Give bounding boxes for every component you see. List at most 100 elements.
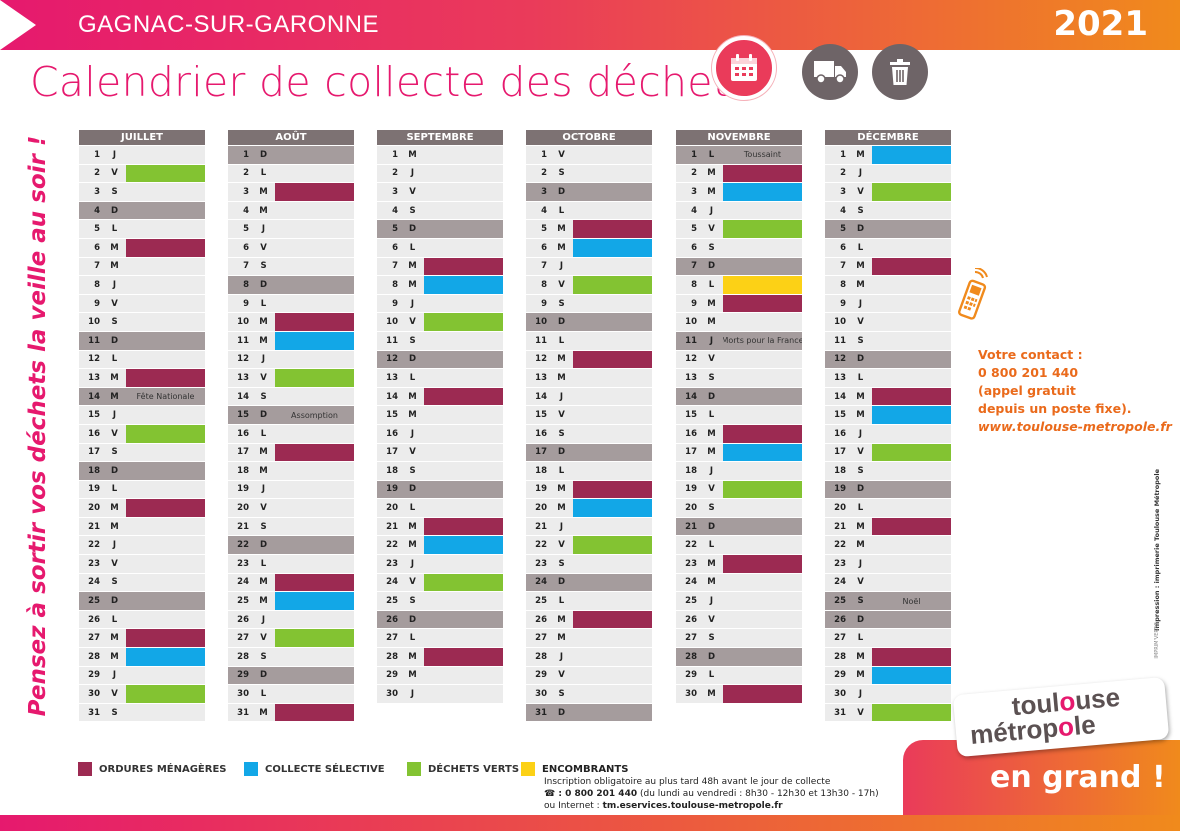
day-number: 24 (228, 573, 252, 592)
day-row: 15 J (79, 406, 205, 424)
day-row: 10 M (228, 313, 354, 331)
day-number: 11 (825, 331, 849, 350)
day-cell (275, 238, 354, 257)
day-number: 4 (676, 201, 700, 220)
day-letter: M (103, 387, 126, 406)
day-letter: M (700, 294, 723, 313)
day-number: 12 (676, 350, 700, 369)
town-name: GAGNAC-SUR-GARONNE (78, 11, 380, 38)
day-cell (573, 517, 652, 536)
day-number: 11 (676, 331, 700, 350)
day-letter: M (252, 462, 275, 480)
contact-url[interactable]: www.toulouse-metropole.fr (978, 419, 1172, 434)
month-column: JUILLET 1 J 2 V 3 S 4 D 5 L 6 M 7 M 8 J 9 V 10 S 11 D 12 L 13 M 14 M… (79, 130, 205, 722)
collection-cs (573, 499, 652, 517)
day-letter: D (401, 350, 424, 369)
day-cell (126, 146, 205, 164)
day-number: 18 (228, 462, 252, 480)
day-letter: L (103, 350, 126, 369)
day-letter: S (550, 164, 573, 183)
day-number: 20 (79, 499, 103, 517)
day-number: 2 (825, 164, 849, 183)
day-row: 28 M (377, 648, 503, 666)
day-row: 23 J (825, 555, 951, 573)
day-letter: M (103, 238, 126, 257)
day-number: 30 (676, 685, 700, 703)
day-cell (275, 499, 354, 517)
day-letter: L (103, 610, 126, 629)
day-number: 18 (377, 462, 401, 480)
day-row: 18 M (228, 462, 354, 480)
day-cell (126, 610, 205, 629)
day-letter: V (103, 294, 126, 313)
day-number: 12 (228, 350, 252, 369)
day-cell (573, 592, 652, 610)
brand-corner (903, 740, 1180, 818)
day-row: 19 L (79, 480, 205, 499)
day-letter: S (700, 499, 723, 517)
day-cell (275, 164, 354, 183)
legend-swatch-cs (244, 762, 258, 776)
day-letter: L (401, 238, 424, 257)
collection-dv (723, 220, 802, 238)
day-number: 16 (228, 424, 252, 443)
day-number: 20 (526, 499, 550, 517)
day-cell (723, 238, 802, 257)
day-number: 8 (377, 276, 401, 294)
day-row: 28 M (79, 648, 205, 666)
day-letter: L (700, 146, 723, 164)
day-number: 5 (377, 220, 401, 238)
day-letter: M (401, 276, 424, 294)
day-letter: D (401, 610, 424, 629)
day-letter: M (550, 499, 573, 517)
day-row: 22 D (228, 536, 354, 555)
day-cell (573, 703, 652, 722)
day-cell (424, 666, 503, 685)
day-number: 21 (526, 517, 550, 536)
day-row: 12 M (526, 350, 652, 369)
day-row: 23 J (377, 555, 503, 573)
day-row: 28 S (228, 648, 354, 666)
day-number: 25 (825, 592, 849, 610)
day-row: 11 S (825, 331, 951, 350)
day-letter: L (103, 480, 126, 499)
day-row: 24 M (228, 573, 354, 592)
day-letter: J (700, 331, 723, 350)
day-row: 31 S (79, 703, 205, 722)
day-letter: D (103, 592, 126, 610)
day-cell (872, 313, 951, 331)
day-cell (126, 257, 205, 276)
bottom-strip (0, 815, 1180, 831)
day-number: 1 (676, 146, 700, 164)
day-cell (573, 555, 652, 573)
day-number: 28 (79, 648, 103, 666)
day-number: 22 (228, 536, 252, 555)
day-cell (126, 666, 205, 685)
day-row: 25 M (228, 592, 354, 610)
month-column: NOVEMBRE 1 L Toussaint 2 M 3 M 4 J 5 V 6 S 7 D 8 L 9 M 10 M 11… (676, 130, 802, 703)
day-number: 28 (676, 648, 700, 666)
collection-dv (275, 629, 354, 648)
day-letter: V (252, 369, 275, 387)
day-cell (126, 517, 205, 536)
day-letter: M (252, 201, 275, 220)
day-row: 20 V (228, 499, 354, 517)
day-number: 4 (526, 201, 550, 220)
day-row: 13 V (228, 369, 354, 387)
day-cell (872, 573, 951, 592)
day-letter: D (103, 201, 126, 220)
day-number: 21 (228, 517, 252, 536)
collection-dv (126, 685, 205, 703)
day-row: 16 V (79, 424, 205, 443)
day-cell (872, 331, 951, 350)
day-number: 7 (377, 257, 401, 276)
day-letter: M (401, 257, 424, 276)
day-cell (872, 369, 951, 387)
day-row: 16 L (228, 424, 354, 443)
day-cell (872, 424, 951, 443)
